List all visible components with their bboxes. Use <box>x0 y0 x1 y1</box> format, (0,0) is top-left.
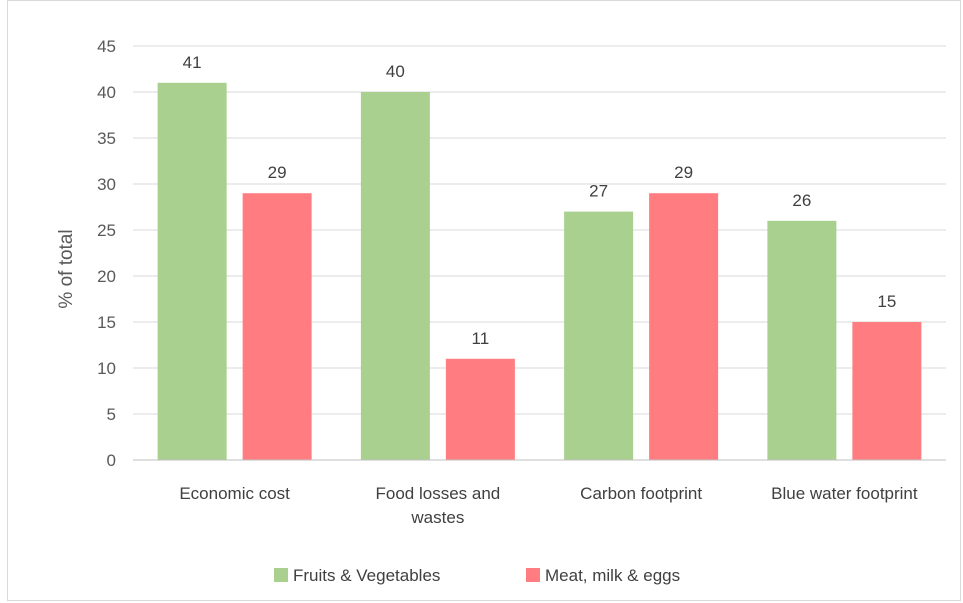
legend-swatch <box>526 568 540 582</box>
bar <box>852 322 922 460</box>
bar <box>767 220 837 460</box>
x-category-label: Food losses and wastes <box>376 484 501 527</box>
chart-frame: 0 5 10 15 20 25 30 35 40 45 % of total 41 29 40 11 27… <box>7 0 961 601</box>
data-label: 41 <box>183 53 202 72</box>
bar-chart: 0 5 10 15 20 25 30 35 40 45 % of total 41 29 40 11 27… <box>56 37 946 585</box>
y-tick-label: 5 <box>107 405 116 424</box>
y-tick-label: 0 <box>107 451 116 470</box>
y-tick-label: 35 <box>97 129 116 148</box>
bar <box>649 193 719 460</box>
bar <box>445 358 515 460</box>
y-tick-label: 15 <box>97 313 116 332</box>
bars <box>157 82 922 461</box>
legend-label: Fruits & Vegetables <box>293 566 440 585</box>
x-category-label: Carbon footprint <box>580 484 702 503</box>
x-axis-categories: Economic cost Food losses and wastes Carbon… <box>179 484 918 527</box>
data-label: 15 <box>877 292 896 311</box>
bar <box>157 82 227 461</box>
y-axis-title: % of total <box>56 229 77 308</box>
y-tick-label: 40 <box>97 83 116 102</box>
bar <box>242 193 312 460</box>
y-tick-label: 45 <box>97 37 116 56</box>
data-label: 27 <box>589 182 608 201</box>
data-label: 11 <box>472 329 490 348</box>
x-category-label: Blue water footprint <box>771 484 918 503</box>
data-label: 29 <box>674 163 693 182</box>
legend: Fruits & Vegetables Meat, milk & eggs <box>274 566 680 585</box>
legend-swatch <box>274 568 288 582</box>
data-label: 40 <box>386 62 405 81</box>
bar <box>360 92 430 460</box>
y-axis-ticks: 0 5 10 15 20 25 30 35 40 45 <box>97 37 116 470</box>
legend-label: Meat, milk & eggs <box>545 566 680 585</box>
y-tick-label: 30 <box>97 175 116 194</box>
y-tick-label: 25 <box>97 221 116 240</box>
y-tick-label: 10 <box>97 359 116 378</box>
data-label: 29 <box>268 163 287 182</box>
data-label: 26 <box>792 191 811 210</box>
y-tick-label: 20 <box>97 267 116 286</box>
x-category-label: Economic cost <box>179 484 290 503</box>
bar <box>564 211 634 460</box>
data-labels: 41 29 40 11 27 29 26 15 <box>183 53 897 348</box>
